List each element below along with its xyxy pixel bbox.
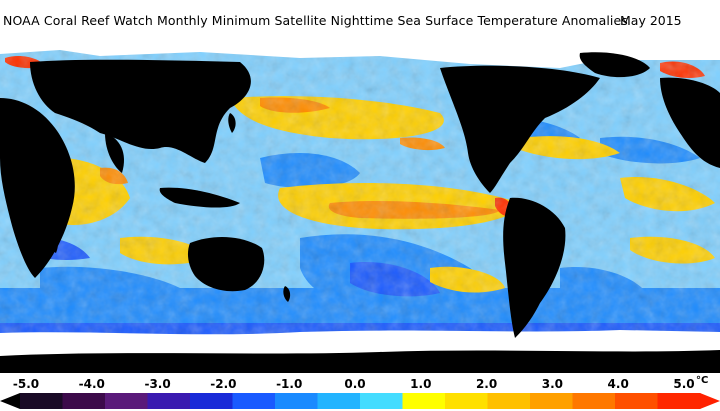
- legend-color-swatch: [530, 393, 573, 409]
- legend-tick-label: 3.0: [541, 377, 564, 391]
- legend-unit: °C: [696, 375, 709, 386]
- legend-high-arrow: [700, 393, 720, 409]
- legend-color-swatch: [572, 393, 616, 409]
- legend-color-swatch: [487, 393, 531, 409]
- legend-tick-label: 2.0: [475, 377, 498, 391]
- legend-tick-label: -2.0: [210, 377, 237, 391]
- land-india: [105, 133, 125, 173]
- land-antarctica: [0, 350, 720, 373]
- legend-tick-label: -3.0: [144, 377, 171, 391]
- land-south-america: [503, 197, 566, 338]
- legend-color-swatch: [147, 393, 191, 409]
- legend-tick-label: 5.0: [673, 377, 695, 391]
- legend-color-swatch: [317, 393, 361, 409]
- legend-color-swatch: [275, 393, 318, 409]
- legend-color-swatch: [62, 393, 106, 409]
- legend-color-swatch: [105, 393, 148, 409]
- land-greenland: [579, 52, 650, 78]
- legend-color-swatch: [615, 393, 658, 409]
- legend-color-swatch: [360, 393, 403, 409]
- land-australia: [187, 236, 265, 292]
- land-africa: [0, 98, 75, 278]
- legend-color-swatch: [657, 393, 701, 409]
- legend-color-swatch: [190, 393, 233, 409]
- legend-color-swatch: [232, 393, 276, 409]
- legend-color-swatch: [402, 393, 446, 409]
- land-europe-west: [660, 77, 720, 168]
- map-date: May 2015: [620, 13, 682, 28]
- land-madagascar: [49, 233, 59, 253]
- land-japan: [228, 113, 236, 133]
- legend-low-arrow: [0, 393, 20, 409]
- legend-color-swatch: [445, 393, 488, 409]
- land-eurasia: [30, 59, 251, 163]
- legend-tick-label: 4.0: [607, 377, 629, 391]
- legend-tick-label: 0.0: [344, 377, 366, 391]
- legend-color-swatch: [20, 393, 63, 409]
- land-north-america: [440, 65, 600, 193]
- legend-tick-label: -5.0: [12, 377, 40, 391]
- legend-tick-label: 1.0: [410, 377, 432, 391]
- map-title: NOAA Coral Reef Watch Monthly Minimum Sa…: [3, 13, 628, 28]
- land-new-zealand: [283, 286, 291, 302]
- land-indonesia: [159, 187, 240, 208]
- color-legend: -5.0 -4.0 -3.0 -2.0 -1.0 0.0 1.0 2.0 3.0 4.0 5.0 °…: [0, 373, 720, 411]
- legend-color-bar: [0, 393, 720, 409]
- legend-tick-label: -1.0: [276, 377, 303, 391]
- legend-tick-label: -4.0: [78, 377, 105, 391]
- world-map: [0, 38, 720, 373]
- land-masses: [0, 52, 720, 373]
